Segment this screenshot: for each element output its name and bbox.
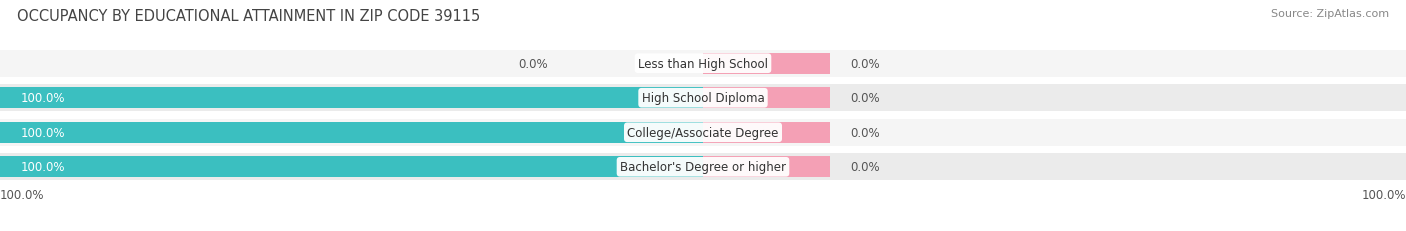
Text: 0.0%: 0.0%: [851, 92, 880, 105]
Text: Source: ZipAtlas.com: Source: ZipAtlas.com: [1271, 9, 1389, 19]
Text: Bachelor's Degree or higher: Bachelor's Degree or higher: [620, 161, 786, 173]
Text: 100.0%: 100.0%: [1361, 188, 1406, 201]
Bar: [0, 88, 703, 109]
Bar: [703, 53, 830, 75]
Bar: [703, 156, 830, 178]
Bar: [703, 122, 830, 143]
Bar: [0, 85, 1406, 112]
Bar: [0, 51, 1406, 77]
Bar: [0, 122, 703, 143]
Text: 100.0%: 100.0%: [21, 126, 66, 139]
Text: 0.0%: 0.0%: [851, 58, 880, 70]
Bar: [703, 88, 830, 109]
Text: 0.0%: 0.0%: [519, 58, 548, 70]
Bar: [0, 156, 703, 178]
Text: 100.0%: 100.0%: [0, 188, 45, 201]
Bar: [0, 154, 1406, 180]
Text: College/Associate Degree: College/Associate Degree: [627, 126, 779, 139]
Text: 0.0%: 0.0%: [851, 126, 880, 139]
Bar: [0, 119, 1406, 146]
Text: 0.0%: 0.0%: [851, 161, 880, 173]
Text: OCCUPANCY BY EDUCATIONAL ATTAINMENT IN ZIP CODE 39115: OCCUPANCY BY EDUCATIONAL ATTAINMENT IN Z…: [17, 9, 479, 24]
Text: 100.0%: 100.0%: [21, 92, 66, 105]
Text: Less than High School: Less than High School: [638, 58, 768, 70]
Text: High School Diploma: High School Diploma: [641, 92, 765, 105]
Text: 100.0%: 100.0%: [21, 161, 66, 173]
